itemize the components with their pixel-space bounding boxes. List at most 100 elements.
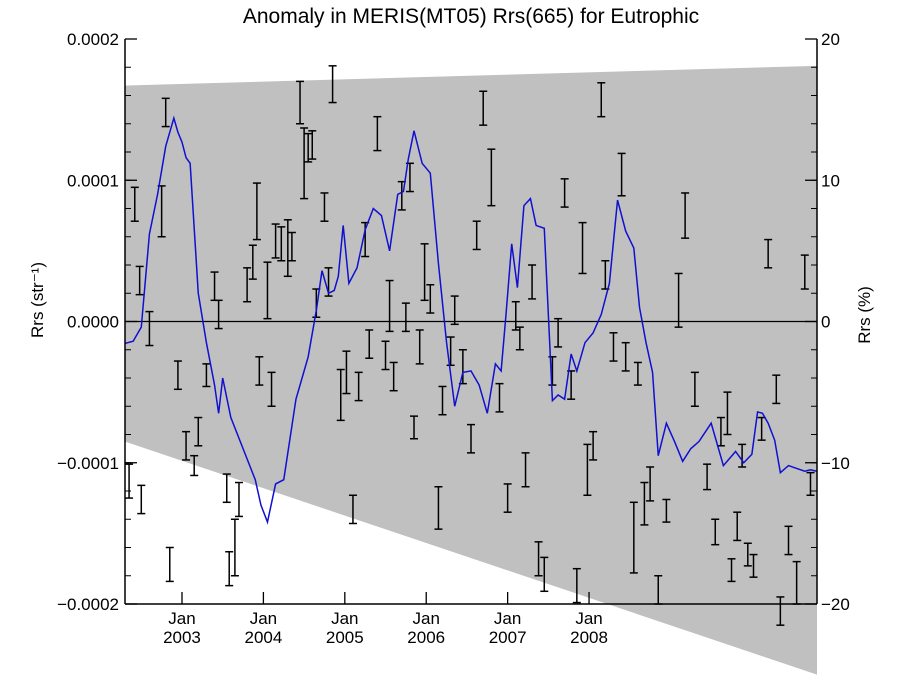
axes: 0.0002 0.0001 0.0000 −0.0001 −0.0002 20 10 0 −10…: [57, 30, 850, 647]
x-tick-label-year: 2006: [407, 628, 445, 647]
error-bar: [415, 329, 424, 365]
y-tick-label-left: −0.0002: [57, 595, 119, 614]
error-bar: [674, 272, 683, 328]
error-bar: [479, 90, 488, 126]
error-bar: [617, 152, 626, 197]
error-bar: [173, 360, 182, 391]
error-bar: [609, 332, 618, 362]
error-bar: [373, 115, 382, 152]
error-bar: [487, 148, 496, 207]
error-bar: [190, 454, 199, 477]
error-bar: [287, 231, 296, 262]
error-bar: [690, 371, 699, 407]
error-bar: [182, 430, 191, 461]
error-bar: [806, 471, 815, 496]
error-bar: [267, 371, 276, 407]
error-bar: [410, 415, 419, 440]
y-tick-label-right: 0: [821, 313, 830, 332]
y-tick-label-left: −0.0001: [57, 454, 119, 473]
y-tick-label-right: 10: [821, 171, 840, 190]
error-bar: [125, 463, 134, 499]
error-bar: [662, 498, 671, 523]
error-bar: [336, 368, 345, 422]
error-bar: [130, 186, 139, 222]
x-tick-label-month: Jan: [413, 609, 440, 628]
error-bar: [283, 219, 292, 278]
x-tick-label-year: 2005: [326, 628, 364, 647]
error-bar: [621, 341, 630, 372]
error-bars: [125, 65, 815, 626]
error-bar: [214, 299, 223, 330]
error-bar: [308, 130, 317, 160]
error-bar: [450, 295, 459, 326]
error-bar: [521, 452, 530, 488]
error-bar: [540, 556, 549, 593]
chart-title: Anomaly in MERIS(MT05) Rrs(665) for Eutr…: [243, 5, 699, 28]
error-bar: [528, 264, 537, 300]
error-bar: [135, 265, 144, 296]
error-bar: [727, 558, 736, 583]
x-tick-label-month: Jan: [250, 609, 277, 628]
x-tick-label-month: Jan: [575, 609, 602, 628]
error-bar: [385, 279, 394, 333]
y-tick-label-left: 0.0001: [67, 171, 119, 190]
error-bar: [640, 481, 649, 526]
error-bar: [255, 356, 264, 386]
error-bar: [467, 423, 475, 454]
error-bar: [248, 244, 257, 280]
error-bar: [426, 284, 435, 314]
error-bar: [738, 443, 747, 468]
error-bar: [300, 127, 309, 200]
error-bar: [703, 463, 712, 491]
error-bar: [554, 317, 563, 348]
error-bar: [161, 97, 170, 128]
error-bar: [472, 220, 481, 251]
error-bar: [515, 326, 524, 351]
y-tick-label-right: −20: [821, 595, 850, 614]
error-bar: [420, 243, 429, 302]
error-bar: [263, 261, 272, 320]
error-bar: [222, 473, 231, 504]
y-axis-left-label: Rrs (str⁻¹): [28, 262, 47, 338]
error-bar: [583, 443, 592, 496]
error-bar: [202, 363, 211, 388]
error-bar: [749, 553, 758, 578]
x-tick-label-year: 2004: [244, 628, 282, 647]
x-tick-label-year: 2008: [570, 628, 608, 647]
error-bar: [776, 596, 785, 626]
error-bar: [446, 336, 455, 367]
error-bar: [304, 132, 313, 163]
anomaly-line: [125, 115, 817, 525]
x-tick-label-month: Jan: [494, 609, 521, 628]
x-tick-label-month: Jan: [331, 609, 358, 628]
error-bar: [320, 192, 329, 222]
error-bar: [733, 511, 742, 542]
error-bar: [434, 486, 443, 530]
error-bar: [681, 192, 690, 239]
error-bar: [145, 310, 154, 347]
error-bar: [495, 382, 504, 413]
error-bar: [438, 385, 447, 416]
error-bar: [277, 226, 286, 262]
error-bar: [784, 525, 793, 556]
error-bar: [252, 182, 261, 241]
error-bar: [597, 82, 606, 118]
error-bar: [342, 350, 351, 395]
error-bar: [243, 267, 252, 303]
y-tick-label-left: 0.0002: [67, 30, 119, 49]
error-bar: [560, 178, 569, 208]
error-bar: [271, 223, 280, 259]
error-bar: [629, 501, 638, 574]
error-bar: [234, 481, 243, 518]
error-bar: [348, 494, 357, 525]
error-bar: [503, 483, 512, 513]
y-tick-label-left: 0.0000: [67, 313, 119, 332]
plot-area: [125, 65, 817, 675]
error-bar: [711, 518, 720, 546]
y-tick-label-right: 20: [821, 30, 840, 49]
error-bar: [165, 546, 174, 583]
error-bar: [743, 542, 752, 567]
error-bar: [381, 340, 390, 371]
error-bar: [633, 361, 642, 386]
error-bar: [534, 541, 543, 577]
